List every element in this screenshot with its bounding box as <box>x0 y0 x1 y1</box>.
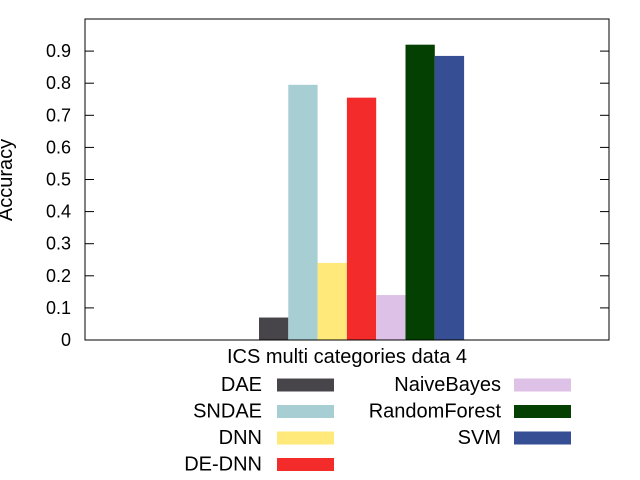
legend-label: SVM <box>458 427 501 449</box>
legend-label: RandomForest <box>369 401 502 423</box>
y-tick-label: 0.4 <box>46 202 71 222</box>
y-tick-label: 0.6 <box>46 137 71 157</box>
bar-naivebayes <box>376 295 406 340</box>
bar-randomforest <box>405 44 435 341</box>
legend-label: DE-DNN <box>184 454 262 476</box>
legend-label: DNN <box>219 427 262 449</box>
y-tick-label: 0.3 <box>46 234 71 254</box>
legend-label: DAE <box>221 374 262 396</box>
bar-svm <box>434 55 465 340</box>
y-tick-label: 0.5 <box>46 170 71 190</box>
y-tick-label: 0 <box>61 330 71 350</box>
legend-swatch <box>277 431 334 445</box>
legend-label: SNDAE <box>193 401 262 423</box>
bar-dnn <box>317 262 347 340</box>
legend-swatch <box>514 431 571 445</box>
bar-sndae <box>288 84 318 341</box>
bar-de-dnn <box>346 97 377 341</box>
legend-label: NaiveBayes <box>394 374 501 396</box>
y-axis-ticks: 0 0.1 0.2 0.3 0.4 0.5 0.6 0.7 0.8 0.9 <box>46 41 609 350</box>
legend-swatch <box>277 378 334 392</box>
legend-swatch <box>514 378 571 392</box>
bar-group <box>259 44 465 341</box>
legend-swatch <box>514 405 571 418</box>
legend: DAE SNDAE DNN DE-DNN NaiveBayes RandomForest S… <box>184 374 571 476</box>
y-axis-title: Accuracy <box>0 139 17 221</box>
y-tick-label: 0.2 <box>46 266 71 286</box>
y-tick-label: 0.7 <box>46 105 71 125</box>
y-tick-label: 0.9 <box>46 41 71 61</box>
y-tick-label: 0.8 <box>46 73 71 93</box>
bar-dae <box>259 317 289 340</box>
y-tick-label: 0.1 <box>46 298 71 318</box>
legend-swatch <box>277 405 334 418</box>
legend-swatch <box>277 458 334 471</box>
x-category-label: ICS multi categories data 4 <box>227 346 467 368</box>
